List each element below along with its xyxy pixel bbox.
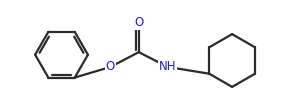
Text: NH: NH <box>159 60 176 73</box>
Text: O: O <box>134 16 143 29</box>
Text: O: O <box>106 60 115 73</box>
